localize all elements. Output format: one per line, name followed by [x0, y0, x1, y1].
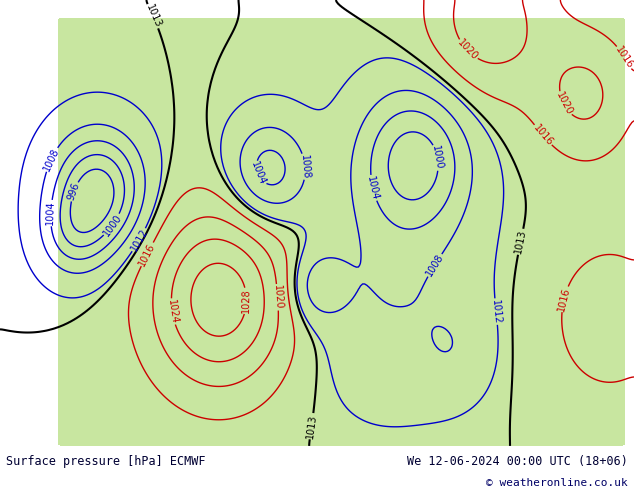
Text: 1008: 1008	[299, 154, 311, 179]
Text: 1012: 1012	[490, 299, 502, 324]
Text: 1013: 1013	[514, 229, 528, 255]
Text: 1024: 1024	[165, 299, 179, 324]
Text: © weatheronline.co.uk: © weatheronline.co.uk	[486, 478, 628, 489]
Text: 1013: 1013	[144, 3, 163, 29]
Text: 1016: 1016	[557, 286, 572, 312]
Text: 1016: 1016	[531, 122, 555, 147]
Text: Surface pressure [hPa] ECMWF: Surface pressure [hPa] ECMWF	[6, 455, 206, 468]
Text: 1016: 1016	[137, 241, 157, 268]
Text: 1016: 1016	[614, 44, 634, 70]
Text: 1028: 1028	[241, 289, 252, 313]
Text: We 12-06-2024 00:00 UTC (18+06): We 12-06-2024 00:00 UTC (18+06)	[407, 455, 628, 468]
Text: 1000: 1000	[101, 212, 124, 238]
Text: 1012: 1012	[129, 227, 150, 253]
Text: 1008: 1008	[424, 252, 445, 278]
Text: 1004: 1004	[365, 175, 380, 201]
Text: 1004: 1004	[249, 160, 267, 187]
Text: 996: 996	[66, 181, 82, 202]
Text: 1013: 1013	[305, 414, 318, 439]
Text: 1020: 1020	[455, 38, 479, 63]
Text: 1008: 1008	[41, 146, 61, 172]
Text: 1004: 1004	[46, 201, 56, 225]
Text: 1020: 1020	[553, 91, 574, 117]
Text: 1000: 1000	[430, 145, 444, 171]
Text: 1020: 1020	[272, 285, 283, 310]
